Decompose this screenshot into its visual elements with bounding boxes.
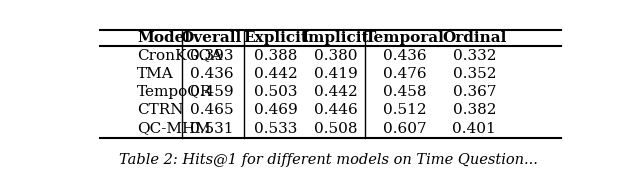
Text: Model: Model — [137, 31, 190, 45]
Text: 0.476: 0.476 — [383, 67, 427, 81]
Text: 0.512: 0.512 — [383, 103, 427, 117]
Text: Table 2: Hits@1 for different models on Time Question...: Table 2: Hits@1 for different models on … — [118, 153, 538, 167]
Text: Temporal: Temporal — [365, 31, 445, 45]
Text: 0.446: 0.446 — [314, 103, 357, 117]
Text: TempoQR: TempoQR — [137, 85, 212, 99]
Text: 0.393: 0.393 — [189, 49, 233, 63]
Text: 0.419: 0.419 — [314, 67, 357, 81]
Text: 0.332: 0.332 — [452, 49, 496, 63]
Text: 0.388: 0.388 — [254, 49, 298, 63]
Text: 0.533: 0.533 — [254, 121, 298, 136]
Text: 0.352: 0.352 — [452, 67, 496, 81]
Text: 0.465: 0.465 — [189, 103, 233, 117]
Text: QC-MHM: QC-MHM — [137, 121, 211, 136]
Text: 0.607: 0.607 — [383, 121, 427, 136]
Text: Explicit: Explicit — [243, 31, 308, 45]
Text: 0.436: 0.436 — [383, 49, 427, 63]
Text: Ordinal: Ordinal — [442, 31, 506, 45]
Text: 0.382: 0.382 — [452, 103, 496, 117]
Text: 0.503: 0.503 — [254, 85, 298, 99]
Text: 0.367: 0.367 — [452, 85, 496, 99]
Text: 0.508: 0.508 — [314, 121, 357, 136]
Text: TMA: TMA — [137, 67, 174, 81]
Text: 0.469: 0.469 — [254, 103, 298, 117]
Text: Implicit: Implicit — [301, 31, 369, 45]
Text: 0.442: 0.442 — [254, 67, 298, 81]
Text: 0.459: 0.459 — [189, 85, 233, 99]
Text: 0.380: 0.380 — [314, 49, 357, 63]
Text: CTRN: CTRN — [137, 103, 184, 117]
Text: CronKGQA: CronKGQA — [137, 49, 222, 63]
Text: 0.442: 0.442 — [314, 85, 357, 99]
Text: 0.458: 0.458 — [383, 85, 427, 99]
Text: 0.436: 0.436 — [189, 67, 233, 81]
Text: 0.531: 0.531 — [189, 121, 233, 136]
Text: Overall: Overall — [181, 31, 242, 45]
Text: 0.401: 0.401 — [452, 121, 496, 136]
